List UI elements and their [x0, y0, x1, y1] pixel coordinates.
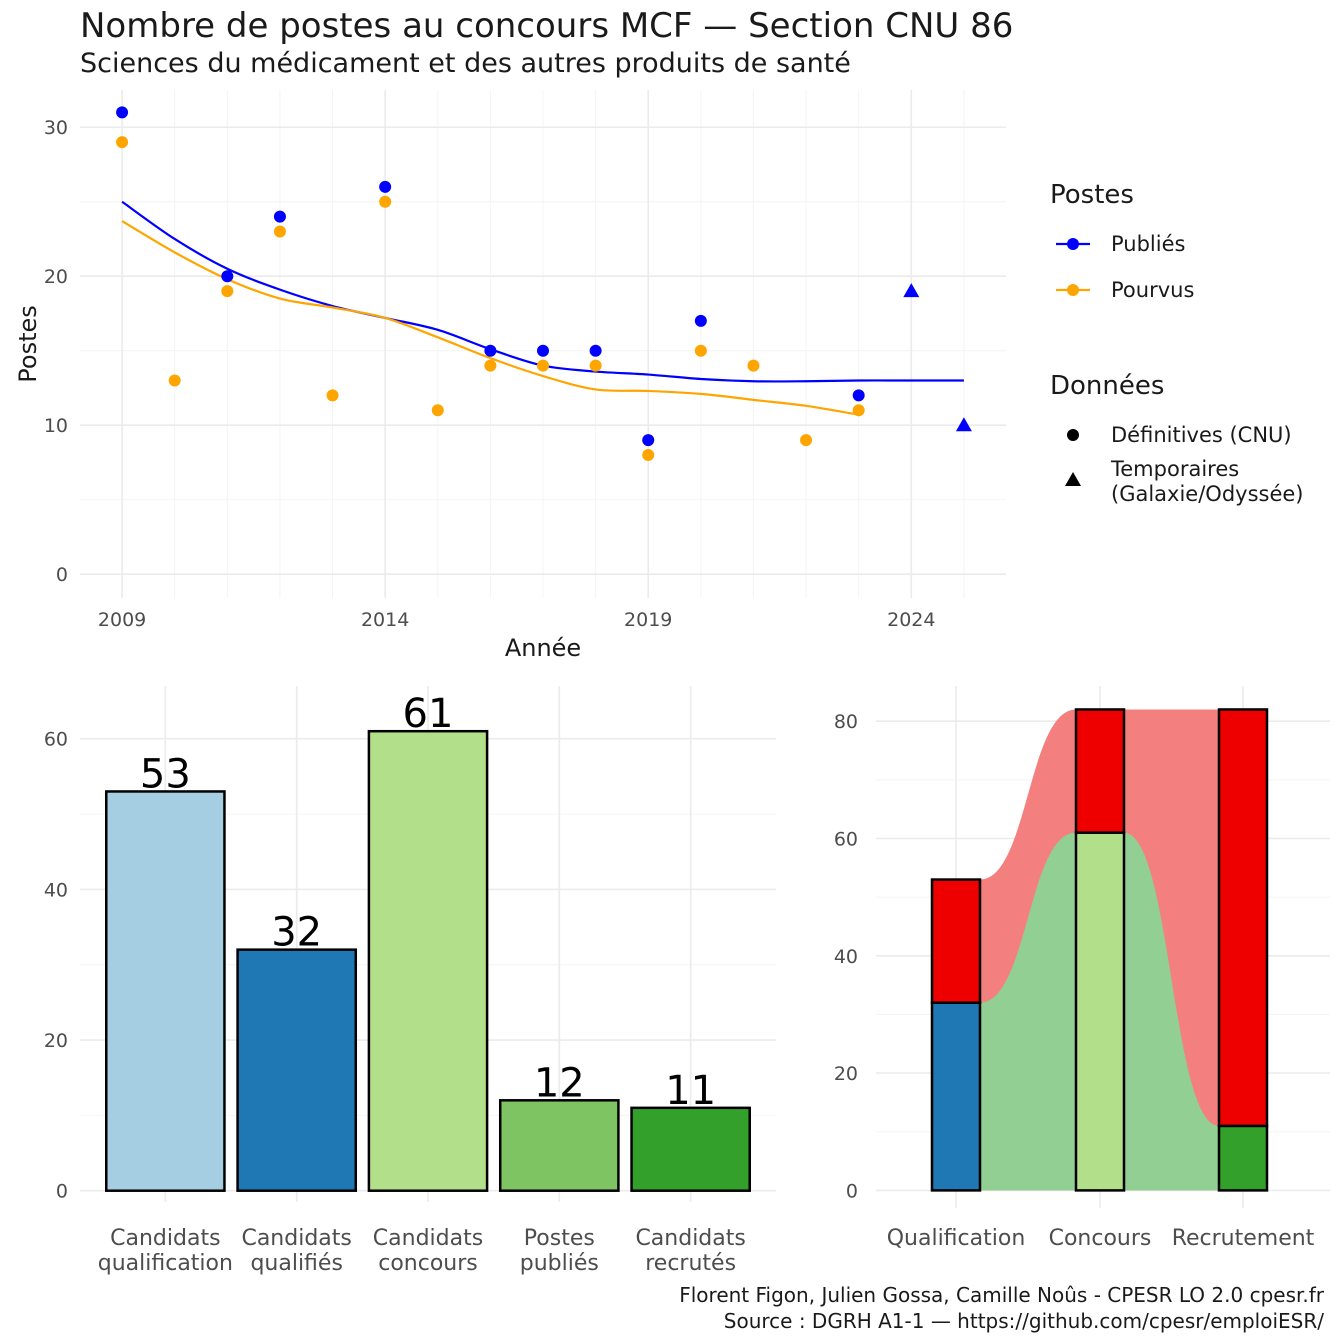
x-tick-label: Recrutement	[1172, 1226, 1315, 1251]
data-point	[642, 434, 655, 447]
x-tick-label: Qualification	[887, 1226, 1026, 1251]
data-point	[589, 359, 602, 372]
bar	[236, 948, 358, 1192]
bar-chart-panel: 0 20 40 60 53 Candidats qualification 32 Candida…	[44, 686, 776, 1276]
x-tick-label: Candidats recrutés	[635, 1226, 745, 1276]
legend-key-circle	[1067, 429, 1079, 441]
data-point	[852, 404, 865, 417]
data-point-triangle	[955, 417, 972, 432]
y-tick-label: 40	[834, 946, 858, 968]
x-tick-label: Concours	[1049, 1226, 1152, 1251]
line-chart-panel: 0 10 20 30 2009 2014 2019 2024 Année Postes	[14, 90, 1006, 662]
smooth-line	[121, 220, 859, 416]
stacked-bar-upper	[930, 878, 982, 1004]
data-point	[221, 285, 234, 298]
bar-value-label: 32	[271, 910, 322, 956]
y-tick-label: 20	[44, 1030, 68, 1052]
data-point	[642, 448, 655, 461]
stacked-bar-lower	[930, 1001, 982, 1192]
bar-value-label: 53	[140, 751, 191, 797]
data-point	[537, 344, 549, 357]
data-point	[747, 359, 760, 372]
y-tick-label: 20	[44, 266, 68, 288]
data-point	[484, 359, 497, 372]
bar-value-label: 61	[403, 691, 454, 737]
legend-key-point	[1067, 284, 1079, 296]
y-tick-label: 80	[834, 711, 858, 733]
x-tick-label: 2014	[361, 609, 409, 631]
legend-label: Définitives (CNU)	[1111, 423, 1292, 447]
bar	[105, 790, 226, 1192]
y-tick-label: 20	[834, 1063, 858, 1085]
bar	[367, 729, 489, 1192]
y-tick-label: 0	[56, 564, 68, 586]
data-point	[589, 344, 602, 357]
data-point	[379, 180, 392, 193]
legend-title-postes: Postes	[1050, 180, 1134, 210]
caption-source: Source : DGRH A1-1 — https://github.com/…	[723, 1309, 1324, 1333]
stacked-bar-lower	[1217, 1124, 1269, 1192]
y-tick-label: 30	[44, 117, 68, 139]
data-point	[273, 210, 286, 223]
bar	[630, 1106, 751, 1192]
legend-key-triangle	[1065, 472, 1081, 486]
data-point	[116, 106, 129, 119]
legend-key-point	[1067, 238, 1079, 250]
data-point	[800, 434, 813, 447]
data-point	[431, 404, 444, 417]
x-tick-label: 2024	[887, 609, 935, 631]
data-point	[116, 136, 129, 149]
stacked-bar-upper	[1217, 708, 1269, 1128]
y-tick-label: 0	[846, 1180, 858, 1202]
flow-chart-panel: 0 20 40 60 80 Qualification Concours Recrutemen…	[834, 686, 1330, 1251]
y-tick-label: 10	[44, 415, 68, 437]
chart-caption: Florent Figon, Julien Gossa, Camille Noû…	[679, 1282, 1324, 1334]
legend-label: Pourvus	[1111, 278, 1194, 302]
data-point	[537, 359, 549, 372]
y-tick-label: 40	[44, 879, 68, 901]
data-point	[326, 389, 339, 402]
data-point	[273, 225, 286, 238]
stacked-bar-lower	[1074, 831, 1126, 1192]
data-point	[221, 270, 234, 283]
data-point	[168, 374, 181, 387]
x-tick-label: Candidats qualification	[98, 1226, 233, 1276]
x-tick-label: 2009	[98, 609, 146, 631]
x-axis-title: Année	[505, 634, 581, 662]
chart-subtitle: Sciences du médicament et des autres pro…	[80, 48, 851, 79]
caption-authors: Florent Figon, Julien Gossa, Camille Noû…	[679, 1283, 1324, 1307]
x-tick-label: Candidats concours	[373, 1226, 483, 1276]
x-tick-label: 2019	[624, 609, 672, 631]
data-point	[852, 389, 865, 402]
data-point	[379, 195, 392, 208]
y-tick-label: 0	[56, 1181, 68, 1203]
legend-label: Temporaires (Galaxie/Odyssée)	[1110, 457, 1304, 506]
data-point	[694, 314, 707, 327]
stacked-bar-upper	[1074, 708, 1126, 834]
bar-value-label: 12	[534, 1060, 585, 1106]
data-point-triangle	[903, 283, 920, 298]
x-tick-label: Postes publiés	[520, 1226, 599, 1276]
y-tick-label: 60	[834, 828, 858, 850]
y-axis-title: Postes	[14, 305, 42, 382]
data-point	[484, 344, 497, 357]
chart-legend: Postes Publiés Pourvus Données Définitives (…	[1050, 180, 1304, 506]
bar-value-label: 11	[665, 1068, 716, 1114]
bar	[498, 1099, 620, 1192]
legend-label: Publiés	[1111, 232, 1185, 256]
legend-title-donnees: Données	[1050, 371, 1164, 401]
data-point	[694, 344, 707, 357]
chart-title: Nombre de postes au concours MCF — Secti…	[80, 6, 1014, 46]
x-tick-label: Candidats qualifiés	[241, 1226, 351, 1276]
y-tick-label: 60	[44, 729, 68, 751]
